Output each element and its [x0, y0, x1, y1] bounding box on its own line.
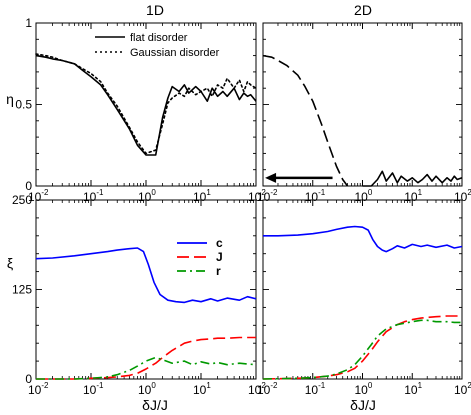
x-tick-label: 101: [404, 381, 422, 397]
x-tick-label: 102: [454, 381, 471, 397]
y-axis-label-eta: η: [6, 91, 14, 107]
legend-label: c: [216, 236, 223, 250]
legend-label: Gaussian disorder: [130, 47, 220, 59]
series-line-gaussian-disorder: [35, 53, 257, 155]
x-tick-label: 10-2: [28, 381, 49, 397]
x-tick-label: 101: [193, 381, 211, 397]
plot-frame: [35, 199, 257, 380]
legend-bottom: cJr: [177, 236, 223, 278]
y-tick-label: 0.5: [15, 98, 32, 112]
series-line-r: [36, 356, 257, 380]
panel-bottom-right: 10-2 10-1 100 101 102: [257, 199, 471, 397]
arrow-head: [265, 172, 277, 183]
legend-label: J: [216, 250, 223, 264]
x-tick-label: 100: [355, 188, 373, 204]
y-tick-label: 250: [12, 193, 32, 207]
y-tick-label: 1: [25, 16, 32, 30]
series-line-series-1: [362, 170, 463, 187]
x-axis-label-right: δJ/J: [350, 397, 376, 413]
series-line-j: [36, 336, 256, 380]
column-title-1d: 1D: [146, 2, 164, 18]
x-tick-label: 100: [138, 381, 156, 397]
column-title-2d: 2D: [354, 2, 372, 18]
x-tick-label: 10-1: [305, 381, 326, 397]
y-axis-label-xi: ξ: [7, 255, 13, 271]
x-tick-label: 10-2: [257, 188, 278, 204]
legend-label: r: [216, 264, 221, 278]
legend-label: flat disorder: [130, 32, 188, 44]
x-tick-label: 100: [355, 381, 373, 397]
x-tick-label: 101: [404, 188, 422, 204]
x-tick-label: 10-1: [83, 188, 104, 204]
panel-top-right: 10-2 10-1 100 101 102: [257, 22, 471, 204]
series-line-c: [263, 225, 463, 253]
series-line-r: [262, 319, 462, 380]
y-tick-label: 0: [25, 372, 32, 386]
plot-frame: [262, 22, 463, 187]
x-tick-label: 10-2: [257, 381, 278, 397]
x-tick-label: 102: [248, 381, 266, 397]
x-tick-label: 10-1: [83, 381, 104, 397]
series-line-j: [262, 315, 462, 380]
x-axis-label-left: δJ/J: [142, 397, 168, 413]
series-line-c: [35, 247, 257, 304]
y-tick-label: 125: [12, 283, 32, 297]
series-line-series-0: [262, 54, 349, 187]
series-line-flat-disorder: [35, 54, 257, 156]
legend-top: flat disorder Gaussian disorder: [95, 32, 220, 59]
y-tick-label: 0: [25, 179, 32, 193]
panel-bottom-left: 10-2 10-1 100 101 102 0 125 250: [12, 193, 266, 397]
